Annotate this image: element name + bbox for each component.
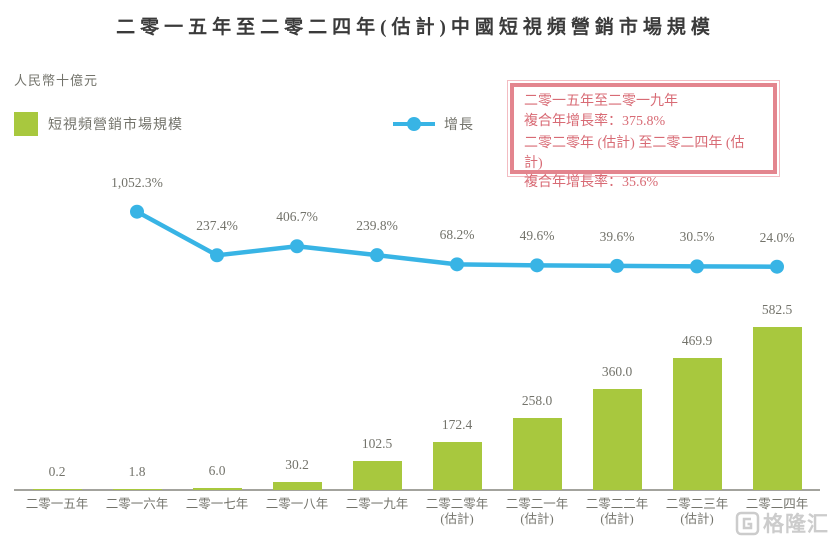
x-axis-label: 二零一八年 [257, 497, 337, 512]
line-marker-icon [393, 117, 435, 131]
bar [432, 441, 482, 490]
bar-value-label: 360.0 [601, 364, 633, 380]
x-axis-label-note: (估計) [680, 512, 714, 526]
cagr-period-1: 二零一五年至二零一九年 [524, 94, 678, 109]
x-axis-label-year: 二零一七年 [185, 497, 249, 511]
x-axis-label-note: (估計) [600, 512, 634, 526]
line-point [610, 258, 624, 273]
cagr-annotation-box: 二零一五年至二零一九年 複合年增長率：375.8% 二零二零年 (估計) 至二零… [507, 80, 780, 190]
bar [592, 389, 642, 490]
bar [272, 481, 322, 490]
growth-label: 24.0% [759, 229, 795, 245]
line-point [370, 248, 384, 263]
legend-bar-label: 短視頻營銷市場規模 [48, 118, 183, 133]
cagr-rate-1: 複合年增長率：375.8% [524, 113, 666, 129]
line-point [450, 257, 464, 272]
x-axis-label: 二零一六年 [97, 497, 177, 512]
legend-line-label: 增長 [444, 118, 474, 133]
bar [112, 489, 162, 490]
bar [32, 489, 82, 490]
page-title: 二零一五年至二零二四年(估計)中國短視頻營銷市場規模 [116, 17, 715, 38]
bar-value-label: 102.5 [361, 436, 393, 452]
gelonghui-logo-icon [735, 511, 760, 535]
legend-item-market-size: 短視頻營銷市場規模 [14, 112, 183, 136]
cagr-annotation-content: 二零一五年至二零一九年 複合年增長率：375.8% 二零二零年 (估計) 至二零… [510, 83, 777, 190]
x-axis-label: 二零一七年 [177, 497, 257, 512]
watermark-text: 格隆汇 [763, 513, 829, 536]
line-point [210, 248, 224, 263]
x-axis-label-year: 二零二零年 [425, 497, 489, 511]
line-point [690, 259, 704, 274]
line-point [130, 204, 144, 219]
x-axis-label-year: 二零二四年 [745, 497, 809, 511]
x-axis-label-note: (估計) [440, 512, 474, 526]
y-axis-unit-label: 人民幣十億元 [14, 73, 99, 88]
x-axis-line [14, 489, 820, 491]
bar-value-label: 469.9 [681, 333, 713, 349]
cagr-rate-2: 複合年增長率：35.6% [524, 175, 659, 190]
bar-series-swatch [14, 112, 38, 136]
bar-value-label: 172.4 [441, 416, 473, 432]
bar [672, 358, 722, 490]
x-axis-label-year: 二零一八年 [265, 497, 329, 511]
line-point [290, 239, 304, 254]
x-axis-label: 二零一九年 [337, 497, 417, 512]
legend-item-growth: 增長 [392, 112, 474, 136]
x-axis-label: 二零二一年 (估計) [497, 497, 577, 527]
bar [352, 461, 402, 490]
bar-value-label: 582.5 [761, 301, 793, 317]
line-point [530, 258, 544, 273]
cagr-period-2: 二零二零年 (估計) 至二零二四年 (估計) [524, 136, 745, 171]
line-point [770, 259, 784, 274]
x-axis-label: 二零二四年 [737, 497, 817, 512]
bar-value-label: 258.0 [521, 392, 553, 408]
x-axis-label: 二零一五年 [17, 497, 97, 512]
bar-value-label: 1.8 [128, 464, 146, 479]
x-axis-label-year: 二零一五年 [25, 497, 89, 511]
bar [192, 488, 242, 490]
x-axis-label-year: 二零二二年 [585, 497, 649, 511]
watermark: 格隆汇 [735, 508, 829, 538]
bar-value-label: 0.2 [48, 464, 66, 479]
x-axis-label: 二零二零年 (估計) [417, 497, 497, 527]
bar [752, 326, 802, 490]
x-axis-label: 二零二二年 (估計) [577, 497, 657, 527]
x-axis-label-year: 二零二三年 [665, 497, 729, 511]
growth-label: 1,052.3% [111, 174, 163, 190]
bar [512, 417, 562, 490]
x-axis-label-year: 二零二一年 [505, 497, 569, 511]
x-axis-label-year: 二零一九年 [345, 497, 409, 511]
x-axis-label-year: 二零一六年 [105, 497, 169, 511]
bar-value-label: 6.0 [208, 463, 226, 479]
x-axis-label: 二零二三年 (估計) [657, 497, 737, 527]
bar-value-label: 30.2 [285, 456, 309, 472]
x-axis-label-note: (估計) [520, 512, 554, 526]
